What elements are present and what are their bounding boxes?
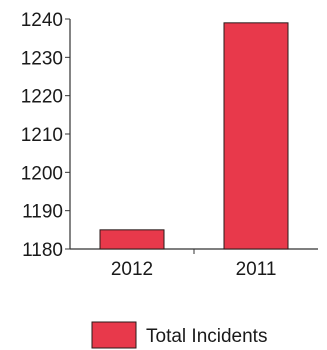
legend-label: Total Incidents bbox=[146, 326, 267, 347]
y-tick-label: 1240 bbox=[21, 10, 63, 31]
bar-2011 bbox=[223, 22, 289, 250]
legend: Total Incidents bbox=[91, 321, 267, 349]
y-tick-label: 1220 bbox=[21, 87, 63, 108]
y-tick-label: 1190 bbox=[22, 202, 63, 223]
y-tick-label: 1180 bbox=[22, 240, 63, 261]
bars bbox=[99, 22, 289, 250]
y-tick-label: 1200 bbox=[21, 163, 63, 184]
bar-2012 bbox=[99, 229, 165, 250]
x-axis: 2012 2011 bbox=[70, 248, 318, 280]
legend-swatch bbox=[91, 321, 137, 349]
x-tick-label: 2011 bbox=[236, 259, 277, 280]
y-axis: 1180 1190 1200 1210 1220 1230 1240 bbox=[21, 10, 71, 261]
y-tick-label: 1210 bbox=[21, 125, 63, 146]
x-tick-label: 2012 bbox=[111, 259, 153, 280]
y-tick-label: 1230 bbox=[21, 48, 63, 69]
